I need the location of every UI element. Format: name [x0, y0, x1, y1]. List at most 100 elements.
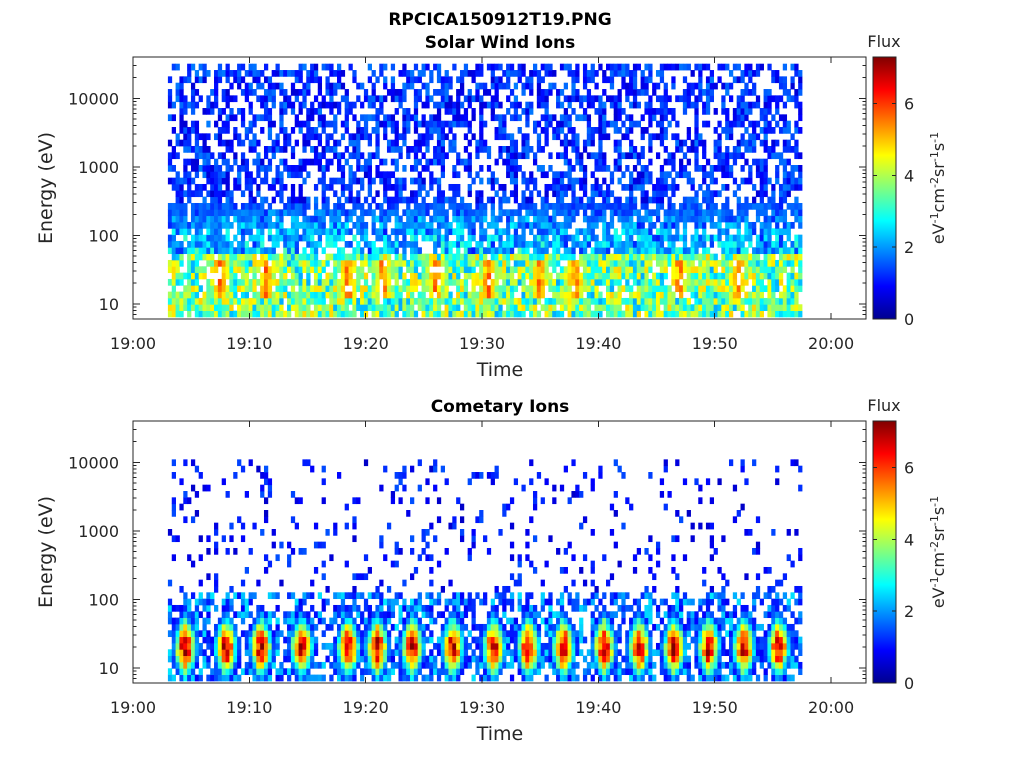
heatmap-cell	[483, 304, 488, 312]
heatmap-cell	[475, 278, 480, 286]
heatmap-cell	[421, 266, 426, 274]
heatmap-cell	[313, 310, 319, 318]
heatmap-cell	[717, 278, 722, 286]
heatmap-cell	[452, 310, 457, 318]
heatmap-cell	[279, 272, 284, 280]
heatmap-cell	[590, 139, 595, 147]
heatmap-cell	[329, 285, 334, 293]
heatmap-cell	[502, 278, 507, 286]
heatmap-cell	[644, 266, 649, 274]
heatmap-cell	[690, 82, 695, 90]
heatmap-cell	[732, 215, 738, 223]
heatmap-cell	[702, 278, 707, 286]
heatmap-cell	[790, 177, 795, 185]
heatmap-cell	[425, 202, 430, 210]
heatmap-cell	[267, 272, 273, 280]
heatmap-cell	[544, 259, 549, 267]
heatmap-cell	[260, 215, 265, 223]
heatmap-cell	[275, 636, 280, 644]
heatmap-cell	[644, 259, 649, 267]
heatmap-cell	[267, 221, 273, 229]
heatmap-cell	[410, 272, 415, 280]
heatmap-cell	[386, 310, 392, 318]
heatmap-cell	[237, 674, 242, 682]
heatmap-cell	[709, 202, 715, 210]
heatmap-cell	[486, 63, 492, 71]
heatmap-cell	[767, 95, 772, 103]
heatmap-cell	[625, 89, 630, 96]
heatmap-cell	[463, 278, 469, 286]
heatmap-cell	[452, 215, 457, 223]
heatmap-cell	[790, 291, 795, 299]
heatmap-cell	[267, 668, 273, 676]
heatmap-cell	[632, 247, 638, 255]
heatmap-cell	[767, 253, 772, 261]
heatmap-cell	[744, 202, 749, 210]
heatmap-cell	[617, 152, 622, 160]
heatmap-cell	[183, 95, 188, 103]
heatmap-cell	[352, 297, 357, 305]
heatmap-cell	[444, 304, 449, 312]
heatmap-cell	[194, 272, 200, 280]
heatmap-cell	[563, 297, 568, 305]
heatmap-cell	[613, 165, 618, 172]
heatmap-cell	[410, 228, 415, 236]
heatmap-cell	[629, 259, 634, 267]
heatmap-cell	[406, 146, 411, 153]
heatmap-cell	[790, 63, 795, 71]
heatmap-cell	[190, 82, 196, 90]
heatmap-cell	[371, 297, 376, 305]
heatmap-cell	[552, 70, 557, 77]
heatmap-cell	[606, 202, 611, 210]
heatmap-cell	[340, 183, 346, 191]
heatmap-cell	[521, 196, 526, 204]
heatmap-cell	[317, 108, 323, 115]
heatmap-cell	[479, 146, 484, 153]
heatmap-cell	[655, 120, 661, 128]
heatmap-cell	[567, 278, 572, 286]
heatmap-cell	[725, 228, 730, 236]
heatmap-cell	[279, 259, 284, 267]
heatmap-cell	[263, 152, 269, 160]
heatmap-cell	[694, 108, 699, 115]
heatmap-cell	[214, 655, 219, 663]
heatmap-cell	[240, 285, 246, 293]
heatmap-cell	[744, 297, 749, 305]
heatmap-cell	[798, 234, 803, 242]
heatmap-cell	[556, 259, 561, 267]
heatmap-cell	[471, 247, 476, 255]
heatmap-cell	[171, 259, 176, 267]
heatmap-cell	[256, 228, 261, 236]
heatmap-cell	[559, 114, 565, 122]
heatmap-cell	[171, 253, 176, 261]
heatmap-cell	[509, 133, 515, 141]
heatmap-cell	[175, 623, 180, 631]
heatmap-cell	[406, 196, 411, 204]
heatmap-cell	[575, 259, 580, 267]
heatmap-cell	[206, 484, 211, 492]
heatmap-cell	[759, 177, 764, 185]
heatmap-cell	[275, 304, 280, 312]
heatmap-cell	[736, 234, 741, 242]
heatmap-cell	[509, 247, 515, 255]
heatmap-cell	[233, 278, 238, 286]
heatmap-cell	[302, 310, 307, 318]
heatmap-cell	[625, 272, 630, 280]
heatmap-cell	[287, 259, 292, 267]
heatmap-cell	[494, 127, 499, 134]
heatmap-cell	[671, 234, 676, 242]
heatmap-cell	[705, 259, 711, 267]
heatmap-cell	[440, 133, 445, 141]
heatmap-cell	[267, 108, 273, 115]
heatmap-cell	[256, 171, 261, 179]
heatmap-cell	[225, 158, 230, 166]
heatmap-cell	[786, 139, 791, 147]
heatmap-cell	[171, 554, 176, 562]
heatmap-cell	[406, 152, 411, 160]
heatmap-cell	[521, 82, 526, 90]
heatmap-cell	[171, 630, 176, 638]
heatmap-cell	[190, 304, 196, 312]
heatmap-cell	[290, 266, 296, 274]
heatmap-cell	[686, 297, 691, 305]
heatmap-cell	[233, 649, 238, 657]
